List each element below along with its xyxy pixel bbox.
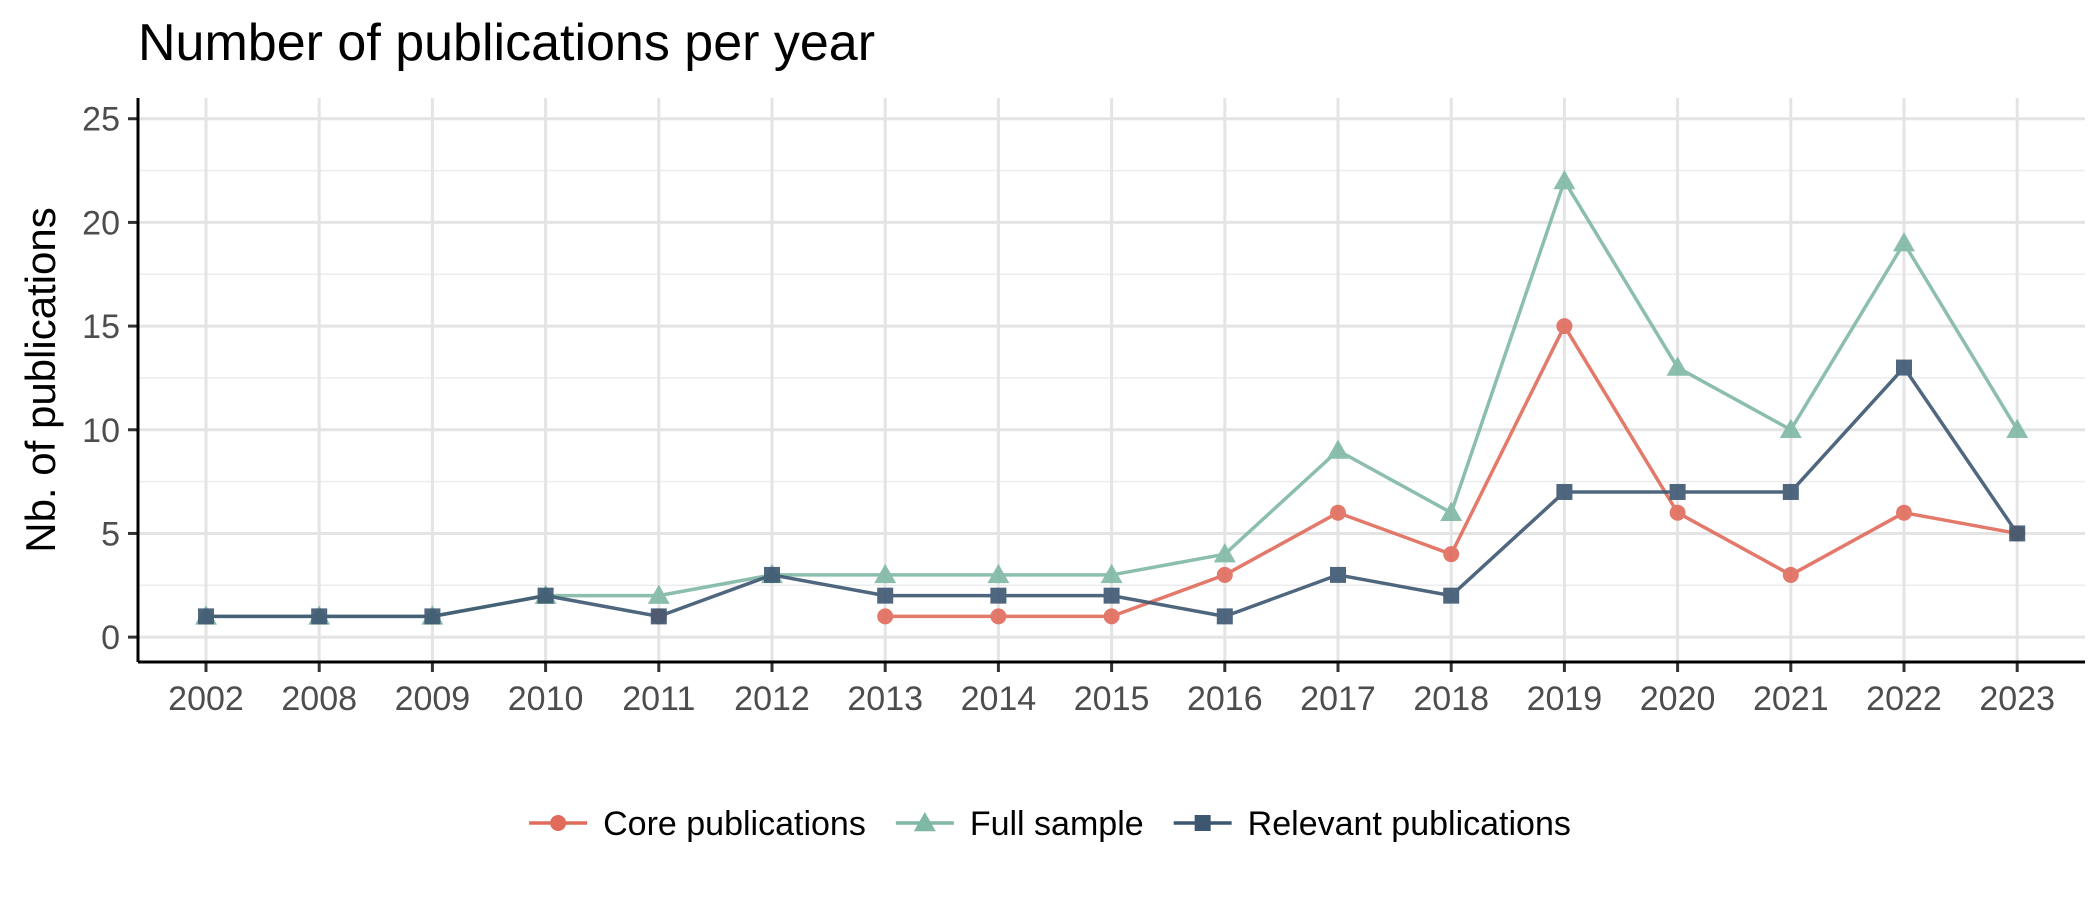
y-tick-label: 0 xyxy=(101,619,120,657)
x-tick-label: 2014 xyxy=(961,680,1037,718)
y-tick-label: 20 xyxy=(82,204,120,242)
series-group xyxy=(195,169,2029,625)
x-tick-label: 2008 xyxy=(281,680,357,718)
legend-label: Full sample xyxy=(970,805,1144,843)
data-point-relevant-publications xyxy=(877,587,894,604)
legend-key-marker xyxy=(1194,815,1211,831)
grid-major xyxy=(138,98,2085,662)
x-tick-label: 2013 xyxy=(847,680,923,718)
x-tick-label: 2012 xyxy=(734,680,810,718)
legend: Core publications Full sample Relevant pub… xyxy=(529,805,1571,843)
x-tick-label: 2015 xyxy=(1074,680,1150,718)
data-point-core-publications xyxy=(990,608,1007,625)
x-tick-labels: 2002 2008 2009 2010 2011 2012 2013 2014 2015 2016… xyxy=(168,680,2055,718)
x-tick-label: 2009 xyxy=(395,680,471,718)
x-tick-label: 2022 xyxy=(1866,680,1942,718)
x-tick-label: 2017 xyxy=(1300,680,1376,718)
data-point-relevant-publications xyxy=(990,587,1007,604)
y-tick-label: 15 xyxy=(82,308,120,346)
legend-key-marker xyxy=(913,812,936,832)
y-tick-labels: 0 5 10 15 20 25 xyxy=(82,101,120,657)
data-point-core-publications xyxy=(1556,318,1573,335)
chart-title: Number of publications per year xyxy=(138,14,875,72)
data-point-core-publications xyxy=(1330,504,1346,521)
x-tick-label: 2023 xyxy=(1979,680,2055,718)
data-point-relevant-publications xyxy=(1669,483,1686,500)
data-point-full-sample xyxy=(987,563,1010,584)
legend-label: Relevant publications xyxy=(1248,805,1571,843)
data-point-relevant-publications xyxy=(1443,587,1460,604)
data-point-core-publications xyxy=(1443,546,1460,563)
data-point-relevant-publications xyxy=(424,608,441,625)
y-axis-title: Nb. of publications xyxy=(17,207,64,553)
legend-item-relevant-publications: Relevant publications xyxy=(1173,805,1571,843)
x-tick-label: 2020 xyxy=(1640,680,1716,718)
data-point-full-sample xyxy=(1666,356,1689,376)
data-point-relevant-publications xyxy=(1556,483,1573,500)
y-tick-label: 10 xyxy=(82,412,120,450)
data-point-relevant-publications xyxy=(2009,525,2026,542)
x-tick-label: 2002 xyxy=(168,680,244,718)
data-point-relevant-publications xyxy=(1782,483,1799,500)
data-point-full-sample xyxy=(1553,169,1576,190)
data-point-relevant-publications xyxy=(1330,566,1346,583)
x-tick-label: 2018 xyxy=(1413,680,1489,718)
y-tick-label: 25 xyxy=(82,101,120,139)
data-point-full-sample xyxy=(1893,232,1915,252)
data-point-full-sample xyxy=(1327,439,1349,459)
data-point-core-publications xyxy=(1896,504,1912,521)
axes xyxy=(128,98,2085,672)
x-tick-label: 2021 xyxy=(1753,680,1829,718)
data-point-full-sample xyxy=(647,584,670,604)
data-point-full-sample xyxy=(1100,563,1123,584)
data-point-relevant-publications xyxy=(537,587,554,604)
data-point-core-publications xyxy=(1669,504,1686,521)
data-point-relevant-publications xyxy=(311,608,328,625)
data-point-relevant-publications xyxy=(1103,587,1120,604)
data-point-core-publications xyxy=(877,608,894,625)
data-point-full-sample xyxy=(1779,418,1802,439)
series-relevant-publications xyxy=(198,359,2026,625)
legend-item-full-sample: Full sample xyxy=(895,805,1144,843)
data-point-full-sample xyxy=(1440,501,1463,521)
y-tick-label: 5 xyxy=(101,515,120,553)
x-tick-label: 2016 xyxy=(1187,680,1263,718)
x-tick-label: 2019 xyxy=(1527,680,1603,718)
data-point-full-sample xyxy=(2006,418,2029,439)
x-tick-label: 2011 xyxy=(622,680,695,718)
data-point-relevant-publications xyxy=(198,608,214,625)
data-point-relevant-publications xyxy=(1216,608,1233,625)
legend-item-core-publications: Core publications xyxy=(529,805,866,843)
x-tick-label: 2010 xyxy=(508,680,584,718)
data-point-relevant-publications xyxy=(650,608,667,625)
legend-label: Core publications xyxy=(603,805,866,843)
data-point-core-publications xyxy=(1782,566,1799,583)
data-point-core-publications xyxy=(1216,566,1233,583)
data-point-relevant-publications xyxy=(1896,359,1912,376)
data-point-core-publications xyxy=(1103,608,1120,625)
legend-key-marker xyxy=(550,815,567,831)
data-point-full-sample xyxy=(874,563,897,584)
data-point-relevant-publications xyxy=(764,566,780,583)
data-point-full-sample xyxy=(1213,543,1236,563)
